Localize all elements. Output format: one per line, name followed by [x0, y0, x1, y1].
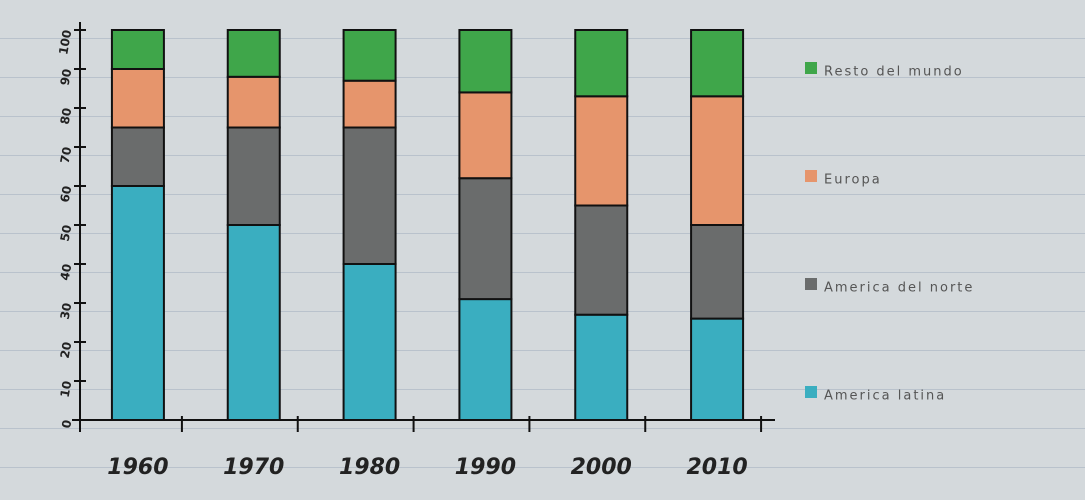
bar-segment — [459, 92, 511, 178]
bar-segment — [344, 81, 396, 128]
bar-segment — [575, 30, 627, 96]
legend-swatch — [805, 386, 817, 398]
legend-label: Resto del mundo — [824, 65, 964, 80]
chart: 0102030405060708090100196019701980199020… — [0, 0, 1085, 500]
bar-segment — [691, 319, 743, 420]
y-tick-label: 90 — [58, 68, 75, 87]
bar-segment — [459, 178, 511, 299]
y-tick-label: 100 — [56, 29, 74, 56]
bar-segment — [112, 128, 164, 187]
bar-segment — [344, 30, 396, 81]
bar-segment — [575, 206, 627, 315]
y-tick-label: 70 — [58, 146, 75, 165]
legend-label: America latina — [824, 389, 946, 404]
bar-segment — [459, 30, 511, 92]
y-tick-label: 20 — [58, 341, 75, 360]
bar-segment — [228, 77, 280, 128]
y-tick-label: 10 — [58, 380, 75, 399]
y-tick-label: 30 — [58, 302, 75, 321]
y-tick-label: 50 — [58, 224, 75, 243]
bar-segment — [344, 264, 396, 420]
bar-segment — [112, 186, 164, 420]
bar-segment — [112, 69, 164, 128]
bar-segment — [691, 30, 743, 96]
bar-segment — [228, 30, 280, 77]
legend-swatch — [805, 62, 817, 74]
legend-label: Europa — [824, 173, 882, 188]
bar-segment — [228, 225, 280, 420]
x-tick-label: 2010 — [686, 455, 747, 480]
bar-segment — [575, 315, 627, 420]
legend-swatch — [805, 278, 817, 290]
bar-segment — [112, 30, 164, 69]
x-tick-label: 1990 — [455, 455, 516, 480]
paper: 0102030405060708090100196019701980199020… — [0, 0, 1085, 500]
x-tick-label: 1980 — [339, 455, 400, 480]
bar-segment — [691, 225, 743, 319]
bar-segment — [344, 128, 396, 265]
bar-segment — [691, 96, 743, 225]
bar-segment — [228, 128, 280, 226]
bar-segment — [459, 299, 511, 420]
x-tick-label: 1960 — [107, 455, 168, 480]
bar-segment — [575, 96, 627, 205]
legend-label: America del norte — [824, 281, 974, 296]
legend-swatch — [805, 170, 817, 182]
x-tick-label: 2000 — [571, 455, 632, 480]
y-tick-label: 40 — [58, 263, 75, 282]
x-tick-label: 1970 — [223, 455, 284, 480]
y-tick-label: 60 — [58, 185, 75, 204]
y-tick-label: 80 — [58, 107, 75, 126]
